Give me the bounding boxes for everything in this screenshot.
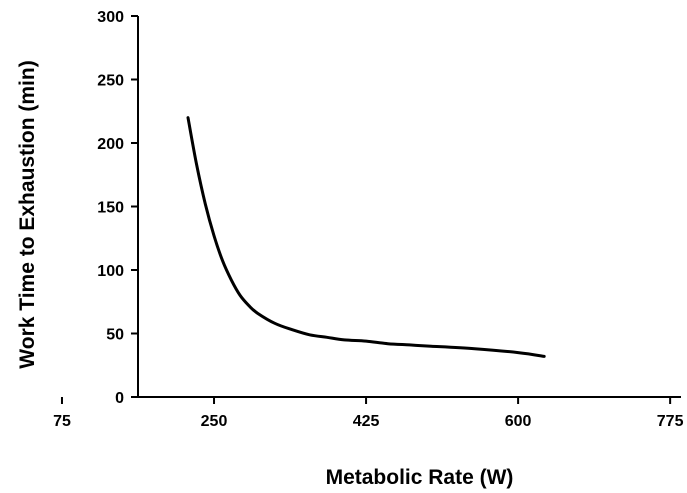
- x-tick-label: 425: [353, 413, 380, 430]
- y-tick-label: 0: [115, 390, 124, 407]
- axes: [137, 16, 681, 398]
- x-tick-label: 775: [657, 413, 684, 430]
- series-layer: [186, 116, 546, 358]
- y-axis-label: Work Time to Exhaustion (min): [16, 60, 39, 368]
- y-tick-label: 150: [97, 200, 124, 217]
- y-tick-label: 250: [97, 73, 124, 90]
- x-tick-label: 75: [53, 413, 71, 430]
- y-tick-label: 200: [97, 136, 124, 153]
- ticks: 0 50 100 150 200 250 300 75 250 425 600 775: [53, 9, 684, 430]
- series-line: [186, 116, 546, 358]
- y-tick-label: 50: [106, 327, 124, 344]
- x-axis-label: Metabolic Rate (W): [326, 466, 514, 489]
- y-tick-label: 300: [97, 9, 124, 26]
- x-tick-label: 250: [201, 413, 228, 430]
- x-tick-label: 600: [505, 413, 532, 430]
- y-tick-label: 100: [97, 263, 124, 280]
